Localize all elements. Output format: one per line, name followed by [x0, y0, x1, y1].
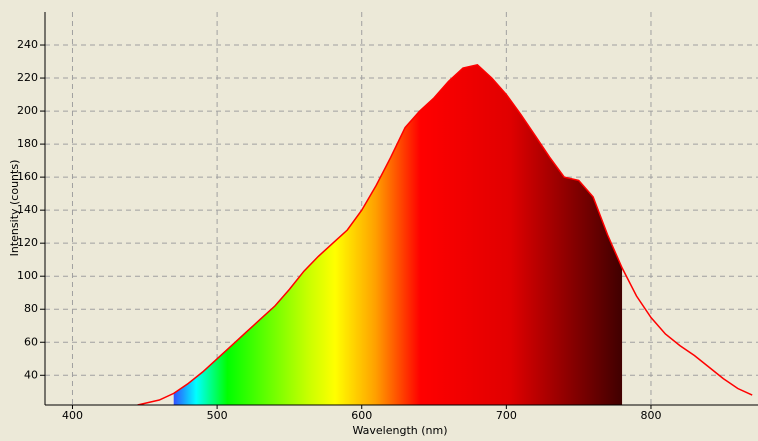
y-tick-label: 40 [24, 368, 38, 381]
x-tick-label: 500 [207, 409, 228, 422]
y-tick-label: 180 [17, 137, 38, 150]
y-tick-label: 160 [17, 170, 38, 183]
y-tick-label: 100 [17, 269, 38, 282]
x-axis-title: Wavelength (nm) [352, 424, 447, 437]
y-tick-label: 80 [24, 302, 38, 315]
x-tick-label: 400 [62, 409, 83, 422]
x-tick-label: 800 [640, 409, 661, 422]
y-tick-label: 200 [17, 104, 38, 117]
spectrum-fill [173, 64, 623, 405]
x-tick-label: 600 [351, 409, 372, 422]
plot [137, 63, 753, 405]
y-axis-title: Intensity (counts) [8, 160, 21, 257]
y-tick-label: 240 [17, 38, 38, 51]
y-tick-label: 220 [17, 71, 38, 84]
y-tick-label: 120 [17, 236, 38, 249]
y-tick-label: 60 [24, 335, 38, 348]
x-tick-label: 700 [496, 409, 517, 422]
spectrum-line [137, 63, 753, 405]
y-tick-label: 140 [17, 203, 38, 216]
